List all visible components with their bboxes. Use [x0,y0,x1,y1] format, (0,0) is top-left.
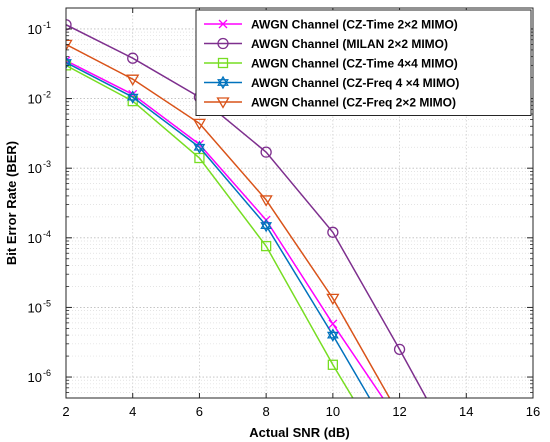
legend-entry: AWGN Channel (CZ-Freq 4 ×4 MIMO) [204,75,459,90]
marker-square [217,57,229,69]
marker-hexagram [66,55,72,70]
marker-hexagram [326,328,339,342]
y-tick-label: 10 [28,370,42,385]
marker-circle [217,37,229,50]
legend-label: AWGN Channel (CZ-Freq 4 ×4 MIMO) [251,76,459,90]
y-tick-label: 10 [28,161,42,176]
legend-entry: AWGN Channel (MILAN 2×2 MIMO) [204,37,448,51]
series-line [66,64,354,398]
marker-triangle-down [326,293,340,306]
marker-circle [260,146,272,158]
y-tick-exponent: -5 [43,298,51,308]
x-tick-label: 16 [526,404,540,419]
series-line [66,61,371,398]
series-line [66,24,427,398]
marker-triangle-down [192,118,207,131]
series-line [66,43,391,398]
marker-x [328,319,338,329]
marker-square [260,240,272,252]
legend-label: AWGN Channel (MILAN 2×2 MIMO) [251,37,448,51]
y-tick-label: 10 [28,231,42,246]
legend-entry: AWGN Channel (CZ-Time 2×2 MIMO) [204,18,458,32]
x-tick-label: 12 [392,404,406,419]
y-tick-label: 10 [28,22,42,37]
marker-circle [327,226,339,238]
marker-triangle-down [66,39,73,52]
marker-x [218,19,228,29]
marker-hexagram [260,218,273,233]
x-tick-label: 2 [62,404,69,419]
legend-entry: AWGN Channel (CZ-Freq 2×2 MIMO) [204,96,456,110]
plot-frame [65,7,534,399]
legend-box [195,9,532,116]
legend-entry: AWGN Channel (CZ-Time 4×4 MIMO) [204,57,458,71]
legend: AWGN Channel (CZ-Time 2×2 MIMO) AWGN Chan… [195,9,532,116]
legend-label: AWGN Channel (CZ-Time 4×4 MIMO) [251,57,458,71]
y-tick-exponent: -3 [43,159,51,169]
x-tick-label: 8 [263,404,270,419]
legend-label: AWGN Channel (CZ-Time 2×2 MIMO) [251,18,458,32]
y-tick-exponent: -2 [43,90,51,100]
x-tick-label: 10 [326,404,340,419]
series-5 [66,39,391,398]
y-tick-exponent: -6 [43,368,51,378]
x-axis-label: Actual SNR (dB) [249,425,349,440]
series-4 [66,55,371,398]
marker-triangle-down [126,74,140,86]
y-axis-label: Bit Error Rate (BER) [4,141,19,265]
marker-triangle-down [259,195,273,207]
x-tick-label: 4 [129,404,136,419]
marker-circle [127,52,139,64]
marker-square [327,359,339,370]
marker-circle [393,343,406,355]
marker-hexagram [193,140,206,155]
y-tick-exponent: -1 [43,20,51,30]
legend-label: AWGN Channel (CZ-Freq 2×2 MIMO) [251,96,456,110]
marker-hexagram [126,90,139,104]
y-tick-label: 10 [28,300,42,315]
x-tick-label: 6 [196,404,203,419]
marker-hexagram [217,75,229,90]
marker-circle [66,19,72,31]
y-tick-exponent: -4 [43,229,51,239]
marker-triangle-down [216,97,230,109]
y-tick-label: 10 [28,92,42,107]
series-line [66,60,384,398]
x-tick-label: 14 [459,404,473,419]
